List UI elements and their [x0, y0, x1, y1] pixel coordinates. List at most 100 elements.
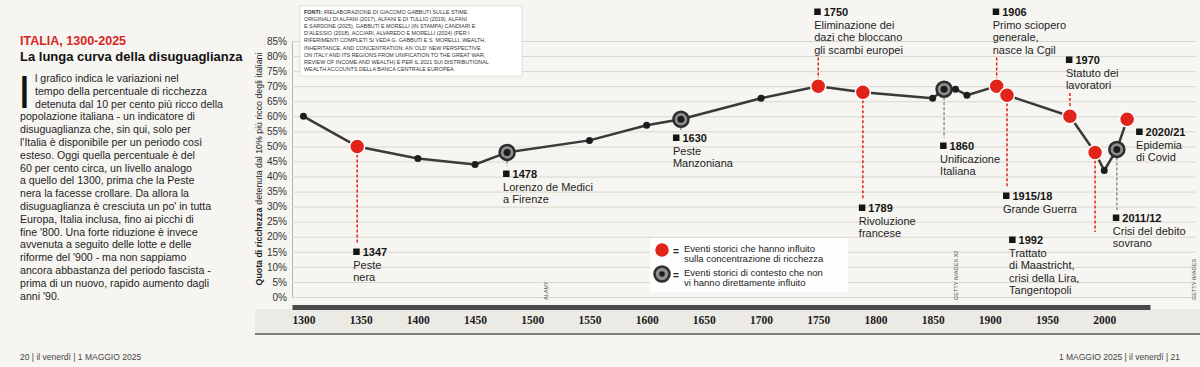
annotation-square [859, 205, 866, 212]
x-axis-line [293, 305, 1151, 310]
annotation-text: Peste [353, 259, 381, 271]
background [0, 0, 1200, 367]
y-tick-label: 70% [267, 81, 287, 92]
annotation-text: nasce la Cgil [993, 44, 1056, 56]
connector [1069, 93, 1071, 108]
connector [506, 160, 508, 166]
x-tick: 1850 [922, 307, 945, 326]
event-dot [811, 79, 826, 94]
intro-line: prima di un nuovo, rapido aumento dagli [20, 277, 209, 289]
x-tick-label: 1900 [979, 314, 1002, 326]
sources-line: ORIGINALI DI ALFANI (2017), ALFANI E DI … [304, 16, 467, 22]
intro-line: ancora abbastanza del periodo fascista - [20, 264, 211, 276]
annotation-text: francese [859, 227, 901, 239]
grid-line [292, 131, 1196, 132]
intro-line: disuguaglianza che, sin qui, solo per [20, 123, 191, 135]
annotation-square [353, 249, 360, 256]
sources-line: WEALTH ACCOUNTS DELLA BANCA CENTRALE EUR… [304, 66, 455, 72]
x-tick: 2000 [1093, 307, 1116, 326]
annotation-text: Unificazione [940, 153, 1000, 165]
intro-line: popolazione italiana - un indicatore di [20, 110, 195, 122]
sources-line: E SARDONE (2025), GABBUTI E MORELLI (IN … [304, 23, 476, 29]
sources-text: RIELABORAZIONE DI GIACOMO GABBUTI SULLE … [324, 9, 468, 15]
x-tick-label: 1550 [578, 314, 601, 326]
y-tick: 50% [267, 141, 1196, 152]
event-dot [500, 145, 515, 160]
intro-line: detenuta dal 10 per cento più ricco dell… [35, 98, 223, 110]
legend: =Eventi storici che hanno influitosulla … [650, 238, 848, 292]
connector [1006, 103, 1008, 188]
x-tick-label: 1650 [693, 314, 716, 326]
legend-label: vi hanno direttamente influito [684, 277, 805, 288]
annotation-text: di Maastricht, [1009, 259, 1074, 271]
annotation-square [1113, 215, 1120, 222]
intro-line: avvenuta a seguito delle lotte e delle [20, 238, 191, 250]
data-point [941, 86, 948, 93]
annotation-text: crisi della Lira, [1009, 272, 1079, 284]
grid-line [292, 116, 1196, 117]
annotation-text: Epidemia [1136, 139, 1183, 151]
data-point [929, 95, 936, 102]
legend-separator: = [673, 270, 679, 281]
annotation-year: 2020/21 [1146, 126, 1186, 138]
annotation-text: Statuto dei [1066, 67, 1119, 79]
legend-symbol-center [659, 271, 665, 277]
data-point [952, 86, 959, 93]
annotation-text: lavoratori [1066, 79, 1111, 91]
x-tick-label: 1450 [464, 314, 487, 326]
intro-line: esteso. Oggi quella percentuale è del [20, 149, 195, 161]
annotation-text: Rivoluzione [859, 215, 916, 227]
event-dot [350, 139, 365, 154]
y-tick-label: 15% [267, 247, 287, 258]
x-tick: 1600 [636, 307, 659, 326]
y-tick-label: 75% [267, 66, 287, 77]
x-tick: 1900 [979, 307, 1002, 326]
intro-line: a quello del 1300, prima che la Peste [20, 174, 194, 186]
data-point [1113, 146, 1120, 153]
event-dot [1062, 109, 1077, 124]
intro-line: fine '800. Una forte riduzione è invece [20, 226, 198, 238]
y-tick-label: 55% [267, 126, 287, 137]
y-axis-title: Quota di ricchezzadetenuta dal 10% più r… [254, 53, 264, 286]
annotation-text: a Firenze [503, 193, 549, 205]
x-tick: 1450 [464, 307, 487, 326]
x-axis-band-line [255, 333, 1200, 335]
photo-credit: ALAMY [543, 281, 549, 300]
x-tick: 1800 [864, 307, 887, 326]
annotation-year: 1630 [682, 132, 706, 144]
y-tick-label: 85% [267, 36, 287, 47]
data-point [472, 161, 479, 168]
intro-line: riforme del '900 - ma non sappiamo [20, 251, 186, 263]
annotation-year: 1860 [950, 140, 974, 152]
x-tick: 1400 [407, 307, 430, 326]
annotation-text: dazi che bloccano [814, 31, 902, 43]
sources-line: REVIEW OF INCOME AND WEALTH) E PER IL 20… [304, 59, 489, 65]
event-dot [673, 112, 688, 127]
event-dot [1088, 145, 1103, 160]
annotation-text: Peste [673, 145, 701, 157]
y-tick: 70% [267, 81, 1196, 92]
grid-line [292, 161, 1196, 162]
x-tick: 1950 [1036, 307, 1059, 326]
x-tick: 1300 [292, 307, 315, 326]
y-tick: 40% [267, 171, 1196, 182]
connector [996, 58, 998, 79]
legend-symbol [655, 243, 670, 258]
connector [862, 100, 864, 200]
event-dot [1120, 112, 1135, 127]
grid-line [292, 237, 1196, 238]
sources-line: RIFERIMENTI COMPLETI SI VEDA G. GABBUTI … [304, 37, 486, 43]
legend-label: sulla concentrazione di ricchezza [684, 253, 824, 264]
x-tick: 1550 [578, 307, 601, 326]
intro-line: 60 per cento circa, un livello analogo [20, 162, 192, 174]
intro-line: disuguaglianza è cresciuta un po' in tut… [20, 200, 211, 212]
legend-symbol [655, 267, 670, 282]
event-dot [937, 82, 952, 97]
annotation-text: Eliminazione dei [814, 19, 894, 31]
sources-line: FONTI:RIELABORAZIONE DI GIACOMO GABBUTI … [304, 9, 468, 15]
grid-line [292, 192, 1196, 193]
x-tick-label: 1500 [521, 314, 544, 326]
x-tick-label: 1800 [864, 314, 887, 326]
annotations: 1347Pestenera1478Lorenzo de Medicia Fire… [353, 6, 1185, 296]
connectors [357, 58, 1117, 245]
